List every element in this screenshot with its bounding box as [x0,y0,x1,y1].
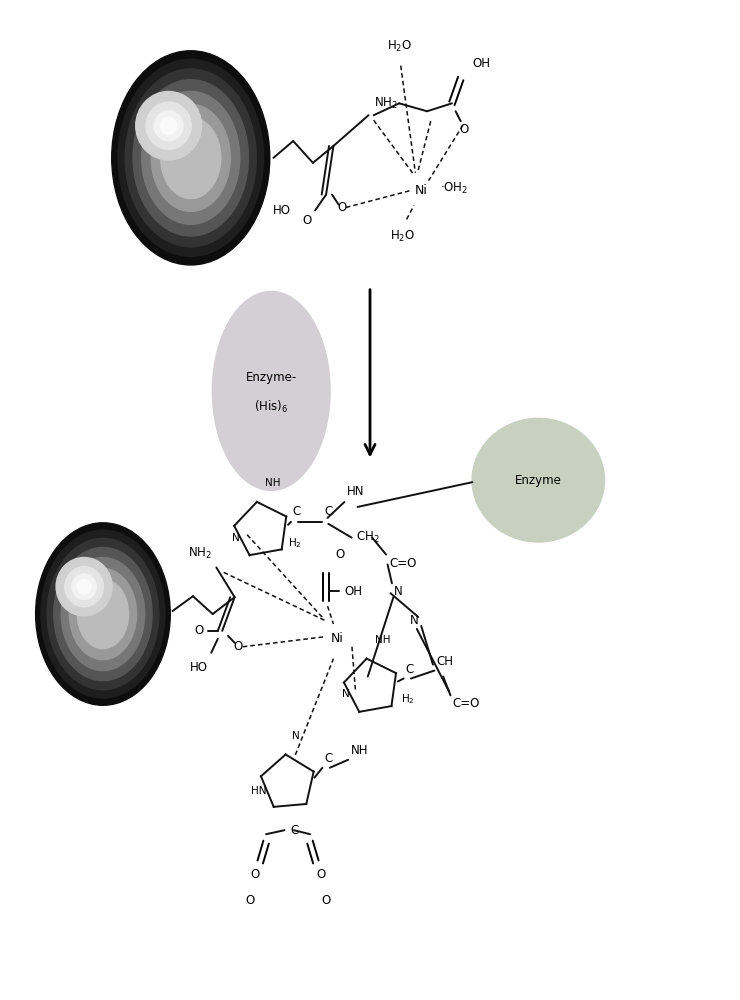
Text: N: N [292,731,300,741]
Ellipse shape [154,111,183,141]
Ellipse shape [47,538,159,690]
Text: HN: HN [251,786,266,796]
Ellipse shape [70,568,137,660]
Ellipse shape [72,574,96,599]
Text: NH: NH [375,635,391,645]
Ellipse shape [472,419,604,542]
Text: C: C [290,824,298,837]
Text: H$_2$O: H$_2$O [387,39,412,54]
Text: OH: OH [472,57,491,70]
Ellipse shape [65,567,104,607]
Ellipse shape [56,557,112,616]
Ellipse shape [133,80,249,236]
Ellipse shape [151,104,230,211]
Text: NH$_2$: NH$_2$ [374,96,398,111]
Text: C: C [292,505,300,518]
Text: (His)$_6$: (His)$_6$ [254,399,289,415]
Text: C: C [405,663,414,676]
Text: O: O [460,123,468,136]
Text: O: O [251,868,260,881]
Text: CH$_2$: CH$_2$ [356,530,380,545]
Ellipse shape [135,91,201,160]
Text: CH: CH [437,655,454,668]
Text: H$_2$: H$_2$ [401,692,414,706]
Text: O: O [317,868,326,881]
Ellipse shape [77,579,91,594]
Text: Enzyme-: Enzyme- [246,371,297,384]
Text: NH: NH [266,478,281,488]
Text: O: O [234,640,243,653]
Ellipse shape [146,102,191,149]
Text: C=O: C=O [390,557,417,570]
Ellipse shape [118,59,263,256]
Text: O: O [321,894,331,907]
Text: OH: OH [344,585,363,598]
Ellipse shape [36,523,170,705]
Text: O: O [335,548,344,561]
Text: O: O [337,201,347,214]
Ellipse shape [142,91,240,224]
Text: C: C [325,752,333,765]
Text: Enzyme: Enzyme [515,474,562,487]
Text: HO: HO [273,204,291,217]
Ellipse shape [41,530,165,698]
Ellipse shape [125,69,256,247]
Ellipse shape [161,117,177,134]
Text: HO: HO [189,661,207,674]
Text: N: N [394,585,402,598]
Text: N: N [342,689,349,699]
Text: ·OH$_2$: ·OH$_2$ [440,181,468,196]
Text: H$_2$: H$_2$ [288,536,302,550]
Ellipse shape [161,117,221,199]
Text: N: N [409,614,418,627]
Text: H$_2$O: H$_2$O [390,229,415,244]
Text: HN: HN [347,485,365,498]
Ellipse shape [112,51,270,265]
Ellipse shape [54,547,152,681]
Text: O: O [302,214,312,227]
Ellipse shape [61,557,145,671]
Text: NH: NH [351,744,369,757]
Text: O: O [246,894,255,907]
Text: NH$_2$: NH$_2$ [188,546,212,561]
Text: N: N [232,533,240,543]
Text: Ni: Ni [331,632,343,645]
Text: C=O: C=O [453,697,480,710]
Text: C: C [324,505,332,518]
Ellipse shape [78,579,129,649]
Ellipse shape [212,292,330,490]
Text: Ni: Ni [415,184,428,197]
Text: O: O [195,624,204,637]
